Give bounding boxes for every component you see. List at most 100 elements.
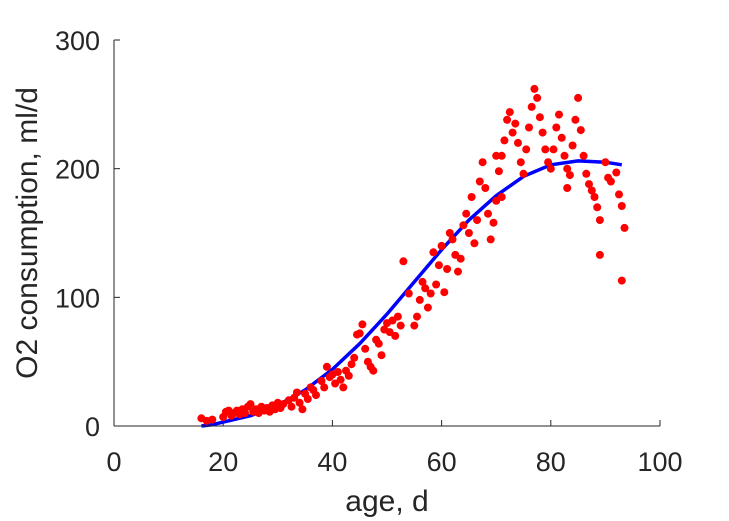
data-point [544, 158, 553, 167]
data-point [393, 312, 402, 321]
data-point [350, 353, 359, 362]
data-point [617, 276, 626, 285]
data-point [576, 126, 585, 135]
data-point [467, 193, 476, 201]
data-point [312, 391, 320, 400]
data-point [522, 145, 531, 154]
data-point [322, 362, 331, 371]
data-point [579, 151, 588, 160]
data-point [525, 123, 533, 132]
data-point [571, 115, 580, 124]
data-point [347, 360, 356, 369]
data-point [459, 221, 468, 230]
data-point [443, 265, 452, 273]
data-point [541, 145, 550, 154]
data-point [519, 169, 528, 178]
data-point [437, 241, 446, 250]
data-point [555, 110, 563, 119]
data-point [546, 164, 555, 173]
data-point [484, 209, 492, 218]
data-point [429, 248, 438, 257]
data-point [500, 136, 509, 145]
data-point [568, 141, 577, 150]
data-point [208, 415, 217, 424]
data-point [434, 261, 443, 270]
data-point [303, 395, 312, 403]
data-point [440, 288, 449, 297]
data-point [590, 193, 599, 201]
data-point [497, 151, 506, 160]
data-point [595, 250, 604, 259]
data-point [563, 184, 572, 192]
data-point [336, 375, 345, 384]
data-point [391, 331, 400, 340]
data-point [494, 167, 503, 176]
x-tick-label: 20 [208, 447, 238, 477]
data-point [585, 180, 593, 189]
data-point [404, 289, 413, 298]
data-point [473, 216, 482, 225]
data-point [421, 284, 430, 293]
data-point [396, 321, 405, 330]
data-point [448, 235, 457, 244]
data-point [538, 128, 547, 137]
data-point [287, 402, 296, 411]
x-tick-label: 40 [317, 447, 347, 477]
data-point [593, 203, 602, 212]
data-point [606, 177, 615, 186]
y-axis-label: O2 consumption, ml/d [11, 87, 44, 379]
data-point [344, 371, 353, 380]
data-point [432, 280, 441, 289]
data-point [423, 303, 432, 312]
x-axis-label: age, d [345, 485, 428, 518]
data-point [464, 229, 473, 237]
data-point [533, 93, 542, 102]
data-point [565, 171, 574, 180]
data-point [563, 164, 572, 173]
data-point [399, 257, 408, 266]
data-point [595, 216, 604, 225]
data-point [617, 202, 626, 210]
data-point [601, 158, 610, 167]
data-point [355, 329, 364, 338]
data-point [317, 377, 326, 385]
data-point [530, 84, 539, 93]
data-point [295, 398, 304, 407]
x-tick-label: 100 [637, 447, 682, 477]
data-point [582, 169, 591, 178]
data-point [503, 115, 512, 124]
data-point [470, 239, 479, 248]
data-point [511, 119, 520, 128]
data-point [462, 209, 471, 218]
data-point [552, 123, 561, 132]
data-point [620, 223, 629, 232]
ticks-layer: 0 20 40 60 80 100 0 100 200 300 [55, 26, 683, 477]
data-point [320, 383, 329, 392]
data-point [241, 409, 249, 418]
data-point [574, 93, 583, 102]
x-tick-label: 60 [427, 447, 457, 477]
data-point [527, 102, 536, 111]
data-point [426, 289, 435, 298]
data-point [456, 254, 465, 263]
data-point [333, 368, 342, 376]
data-point [445, 229, 454, 237]
data-point [497, 193, 506, 201]
data-point [339, 383, 348, 392]
x-tick-label: 0 [106, 447, 121, 477]
data-point [413, 312, 421, 321]
data-point [587, 186, 596, 195]
data-point [492, 151, 501, 160]
data-point [486, 235, 495, 244]
data-point [481, 184, 490, 192]
data-point [516, 158, 525, 167]
data-point [415, 295, 424, 304]
data-point [505, 108, 514, 117]
data-point [454, 267, 462, 276]
y-tick-label: 200 [55, 155, 100, 185]
data-point [410, 321, 419, 330]
data-point [246, 400, 255, 409]
y-tick-label: 0 [85, 412, 100, 442]
data-point [292, 388, 301, 397]
